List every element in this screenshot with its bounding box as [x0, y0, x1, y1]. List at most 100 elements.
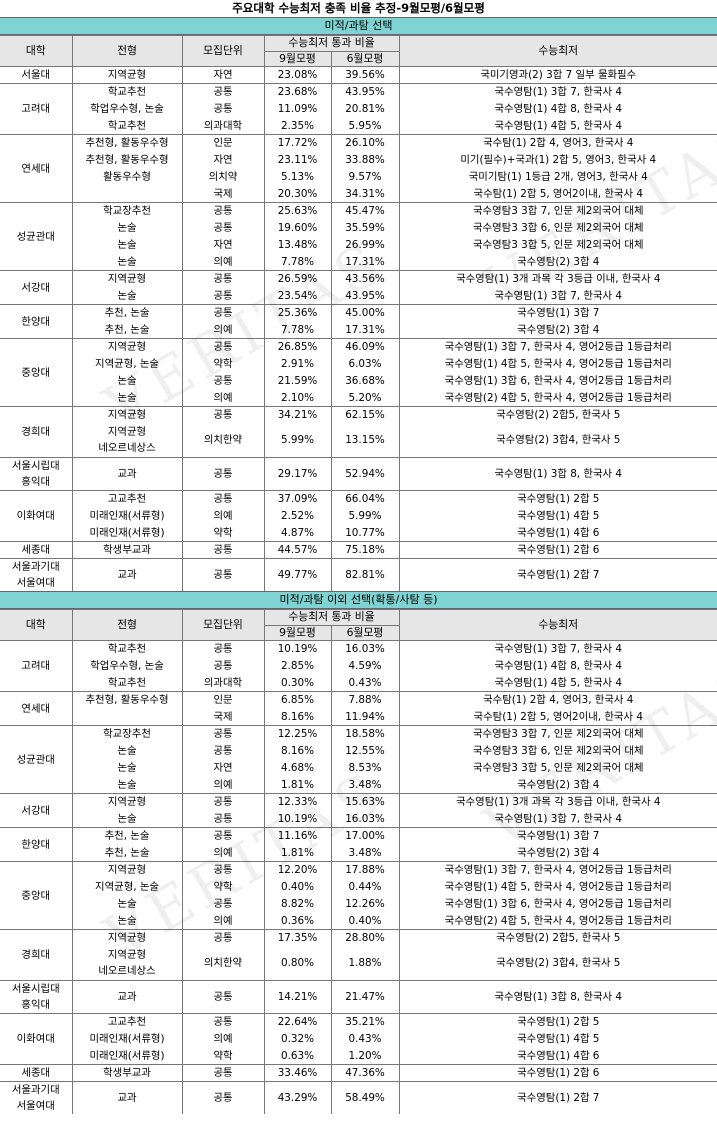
univ-name: 홍익대 [21, 476, 51, 488]
criteria-cell: 국수영탐(1) 4합 6 [398, 1047, 717, 1065]
unit-cell: 공통 [181, 338, 264, 356]
table-header: 대학 전형 모집단위 수능최저 통과 비율 수능최저 [0, 35, 717, 67]
unit-cell: 공통 [181, 742, 264, 760]
criteria-cell: 국수영탐(1) 4합 8, 한국사 4 [398, 100, 717, 118]
sep-ratio-cell: 1.81% [263, 776, 331, 794]
jun-ratio-cell: 10.77% [330, 524, 399, 542]
univ-cell: 서울대 [0, 67, 72, 84]
sep-ratio-cell: 0.80% [263, 946, 331, 981]
jun-ratio-cell: 1.88% [330, 946, 399, 981]
criteria-cell: 국수영탐(1) 3합 6, 한국사 4, 영어2등급 1등급처리 [398, 895, 717, 913]
criteria-cell: 국수영탐(1) 2합 6 [398, 541, 717, 559]
jun-ratio-cell: 43.95% [330, 83, 399, 101]
criteria-cell: 국미기영과(2) 3합 7 일부 물화필수 [398, 66, 717, 84]
table-subheader: 9월모평 6월모평 [0, 625, 717, 641]
criteria-cell: 국수영탐3 3합 6, 인문 제2외국어 대체 [398, 219, 717, 237]
criteria-cell: 국수영탐(1) 3합 8, 한국사 4 [398, 980, 717, 1014]
jun-ratio-cell: 12.26% [330, 895, 399, 913]
unit-cell: 공통 [181, 725, 264, 743]
table-row: 추천형, 활동우수형 자연 23.11% 33.88% 미기(필수)+국과(1) 2합 … [0, 151, 717, 169]
univ-name: 성균관대 [16, 753, 55, 766]
criteria-cell: 국수영탐(1) 4합 5, 한국사 4 [398, 674, 717, 692]
type-cell: 추천형, 활동우수형 [71, 691, 182, 709]
table-row: 고려대 학교추천 공통 10.19% 16.03% 국수영탐(1) 3합 7, 한국사 4 [0, 640, 717, 672]
table-row: 이화여대 고교추천 공통 22.64% 35.21% 국수영탐(1) 2합 5 [0, 1013, 717, 1065]
type-cell: 교과 [71, 1081, 182, 1114]
table-row: 논술 의예 2.10% 5.20% 국수영탐(2) 4합 5, 한국사 4, 영어2등급… [0, 389, 717, 407]
sep-ratio-cell: 29.17% [263, 457, 331, 491]
criteria-cell: 국수영탐3 3합 6, 인문 제2외국어 대체 [398, 742, 717, 760]
criteria-cell: 국수영탐(1) 2합 7 [398, 558, 717, 591]
sep-ratio-cell: 8.16% [263, 742, 331, 760]
criteria-cell: 국수영탐(1) 2합 5 [398, 1013, 717, 1031]
header-criteria: 수능최저 [398, 35, 717, 67]
sep-ratio-cell: 34.21% [263, 406, 331, 424]
type-cell: 지역균형, 논술 [71, 355, 182, 373]
criteria-cell: 국수영탐(2) 3합 4 [398, 253, 717, 271]
unit-cell: 공통 [181, 406, 264, 424]
jun-ratio-cell: 3.48% [330, 844, 399, 862]
sep-ratio-cell: 6.85% [263, 691, 331, 709]
type-line: 지역균형 [107, 949, 147, 962]
sep-ratio-cell: 8.16% [263, 708, 331, 726]
section-title: 미적/과탐 선택 [0, 17, 717, 35]
type-cell: 논술 [71, 810, 182, 828]
univ-name: 이화여대 [16, 1033, 55, 1045]
table-row: 논술 자연 4.68% 8.53% 국수영탐3 3합 5, 인문 제2외국어 대체 [0, 759, 717, 777]
sep-ratio-cell: 0.36% [263, 912, 331, 930]
jun-ratio-cell: 45.47% [330, 202, 399, 220]
table-row: 연세대 추천형, 활동우수형 인문 17.72% 26.10% 국수탐(1) 2합 4, … [0, 134, 717, 203]
univ-cell: 중앙대 [0, 861, 72, 930]
type-cell: 교과 [71, 558, 182, 591]
criteria-cell: 국수영탐(1) 4합 5, 한국사 4, 영어2등급 1등급처리 [398, 878, 717, 896]
univ-name: 고려대 [21, 660, 51, 672]
header-sep: 9월모평 [263, 625, 331, 641]
table-row: 활동우수형 의치약 5.13% 9.57% 국미기탐(1) 1등급 2개, 영어3, 한… [0, 168, 717, 186]
sep-ratio-cell: 25.63% [263, 202, 331, 220]
section-title: 미적/과탐 이외 선택(확통/사탐 등) [0, 591, 717, 609]
type-cell: 학교추천 [71, 674, 182, 692]
sep-ratio-cell: 17.72% [263, 134, 331, 152]
table-row: 성균관대 학교장추천 공통 12.25% 18.58% 국수영탐3 3합 7, 인문 제2… [0, 725, 717, 794]
univ-name: 한양대 [21, 315, 51, 328]
type-cell: 지역균형 네오르네상스 [71, 423, 182, 458]
type-cell: 미래인재(서류형) [71, 1047, 182, 1065]
sep-ratio-cell: 33.46% [263, 1064, 331, 1082]
table-row: 미래인재(서류형) 의예 2.52% 5.99% 국수영탐(1) 4합 5 [0, 507, 717, 525]
criteria-cell: 국수영탐(2) 3합4, 한국사 5 [398, 946, 717, 981]
jun-ratio-cell: 13.15% [330, 423, 399, 458]
table-row: 학업우수형, 논술 공통 11.09% 20.81% 국수영탐(1) 4합 8, 한국사… [0, 100, 717, 118]
criteria-cell: 국수영탐(1) 4합 6 [398, 524, 717, 542]
sep-ratio-cell: 20.30% [263, 185, 331, 203]
univ-name: 세종대 [21, 544, 51, 556]
univ-name: 중앙대 [21, 889, 51, 902]
sep-ratio-cell: 26.85% [263, 338, 331, 356]
table-row: 논술 의예 7.78% 17.31% 국수영탐(2) 3합 4 [0, 253, 717, 271]
jun-ratio-cell: 16.03% [330, 640, 399, 658]
unit-cell: 공통 [181, 270, 264, 288]
type-cell: 논술 [71, 759, 182, 777]
jun-ratio-cell: 33.88% [330, 151, 399, 169]
criteria-cell: 국수영탐(2) 3합 4 [398, 776, 717, 794]
unit-cell: 자연 [181, 151, 264, 169]
univ-name: 홍익대 [21, 999, 51, 1011]
criteria-cell: 국수영탐3 3합 7, 인문 제2외국어 대체 [398, 202, 717, 220]
unit-cell: 의과대학 [181, 117, 264, 135]
univ-cell: 경희대 [0, 929, 72, 981]
jun-ratio-cell: 52.94% [330, 457, 399, 491]
sep-ratio-cell: 7.78% [263, 321, 331, 339]
jun-ratio-cell: 0.43% [330, 674, 399, 692]
table-row: 중앙대 지역균형 공통 12.20% 17.88% 국수영탐(1) 3합 7, 한국사 4… [0, 861, 717, 930]
univ-cell: 서강대 [0, 793, 72, 828]
univ-cell: 중앙대 [0, 338, 72, 407]
criteria-cell: 국수영탐(1) 3합 7, 한국사 4, 영어2등급 1등급처리 [398, 338, 717, 356]
type-cell: 교과 [71, 980, 182, 1014]
jun-ratio-cell: 43.56% [330, 270, 399, 288]
type-cell: 지역균형 네오르네상스 [71, 946, 182, 981]
type-cell: 지역균형 [71, 861, 182, 879]
criteria-cell: 국수영탐(1) 3개 과목 각 3등급 이내, 한국사 4 [398, 793, 717, 811]
jun-ratio-cell: 28.80% [330, 929, 399, 947]
univ-name: 서울과기대 [11, 561, 60, 573]
univ-name: 세종대 [21, 1067, 51, 1079]
jun-ratio-cell: 9.57% [330, 168, 399, 186]
